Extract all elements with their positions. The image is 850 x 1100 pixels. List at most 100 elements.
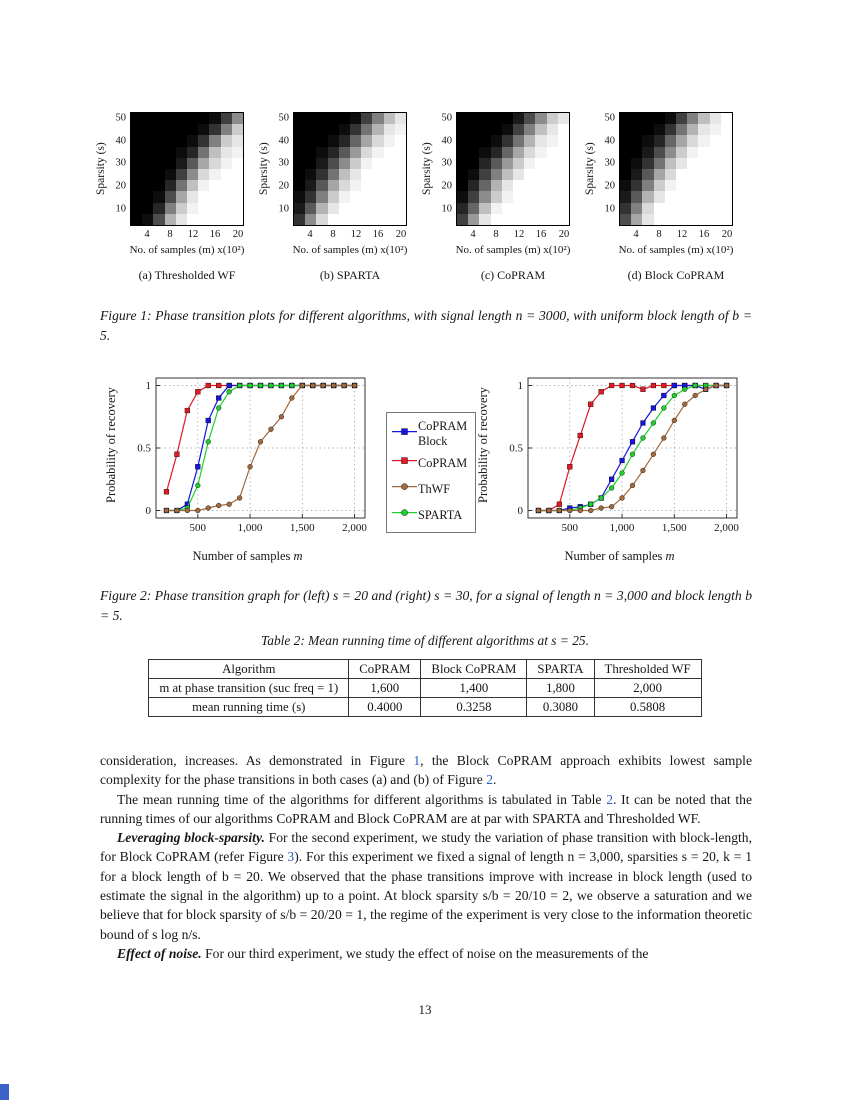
tick-label: 40 xyxy=(278,135,290,146)
heatmap-cell xyxy=(709,202,721,214)
series-marker xyxy=(671,417,677,424)
ref-link[interactable]: 1 xyxy=(413,753,421,768)
heatmap-cell xyxy=(164,213,176,225)
heatmap-cell xyxy=(316,168,328,181)
heatmap-cell xyxy=(231,213,243,225)
series-marker xyxy=(216,502,222,509)
y-axis-label: Sparsity (s) xyxy=(421,142,433,196)
heatmap-cell xyxy=(220,146,232,158)
heatmap-cell xyxy=(305,202,317,214)
heatmap-cell xyxy=(631,113,643,125)
series-marker xyxy=(299,382,305,389)
heatmap-cell xyxy=(327,168,339,181)
heatmap-cell xyxy=(316,202,328,214)
tick-label: 1 xyxy=(146,380,152,392)
heatmap-cell xyxy=(231,180,243,192)
heatmap-cell xyxy=(294,113,306,125)
table-2: Table 2: Mean running time of different … xyxy=(0,633,850,717)
heatmap-cell xyxy=(175,157,187,169)
heatmap-cell xyxy=(457,157,469,169)
heatmap-cell xyxy=(698,135,710,147)
series-marker xyxy=(310,382,316,389)
heatmap-cell xyxy=(316,157,328,169)
heatmap-cell xyxy=(720,157,732,169)
legend-entry: CoPRAM Block xyxy=(391,419,471,448)
heatmap-cell xyxy=(546,124,558,136)
series-marker xyxy=(205,439,211,445)
heatmap-cell xyxy=(294,146,306,158)
heatmap-cell xyxy=(153,191,165,203)
heatmap-cell xyxy=(305,124,317,136)
paragraph: Leveraging block-sparsity. For the secon… xyxy=(100,828,752,944)
x-axis-label: No. of samples (m) x(10²) xyxy=(618,244,734,256)
heatmap-cell xyxy=(664,213,676,225)
heatmap-cell xyxy=(468,157,480,169)
page-corner-mark xyxy=(0,1084,9,1100)
heatmap-cell xyxy=(231,113,243,125)
ref-link[interactable]: 2 xyxy=(486,772,493,788)
heatmap-cell xyxy=(209,113,221,125)
heatmap-cell xyxy=(231,124,243,136)
heatmap-cell xyxy=(198,113,210,125)
tick-label: 1 xyxy=(518,380,524,392)
tick-label: 500 xyxy=(190,522,207,534)
series-marker xyxy=(556,501,562,507)
series-marker xyxy=(629,482,636,489)
text-segment: . It can be noted that the running times… xyxy=(100,791,752,826)
heatmap-cell xyxy=(383,202,395,214)
series-marker xyxy=(598,495,604,501)
tick-label: 12 xyxy=(187,229,199,240)
series-marker xyxy=(713,382,719,389)
heatmap-cell xyxy=(175,113,187,125)
tick-label: 0 xyxy=(518,505,524,517)
tick-label: 1,500 xyxy=(662,522,687,534)
tick-label: 30 xyxy=(278,157,290,169)
heatmap-cell xyxy=(512,168,525,181)
heatmap-cell xyxy=(709,135,721,147)
paragraph: Effect of noise. For our third experimen… xyxy=(100,944,752,963)
legend-label: CoPRAM xyxy=(418,455,468,470)
tick-label: 20 xyxy=(604,180,616,192)
series-marker xyxy=(661,435,667,441)
heatmap-cell xyxy=(642,213,654,225)
tick-label: 10 xyxy=(441,203,453,215)
series-marker xyxy=(268,426,274,432)
heatmap-cell xyxy=(186,191,199,203)
legend-marker xyxy=(391,478,418,500)
heatmap-cell xyxy=(720,213,732,225)
table-row: mean running time (s) 0.4000 0.3258 0.30… xyxy=(148,697,702,717)
heatmap-cell xyxy=(709,191,721,203)
heatmap-cell xyxy=(372,213,384,225)
heatmap-cell xyxy=(546,113,558,125)
heatmap-cell xyxy=(501,135,513,147)
heatmap-cell xyxy=(512,213,525,225)
heatmap-cell xyxy=(720,113,732,125)
x-tick-labels: 4 8 12 16 20 xyxy=(130,229,244,242)
tick-label: 0 xyxy=(146,505,152,517)
heatmap-cell xyxy=(457,180,469,192)
heatmap-cell xyxy=(675,157,688,169)
heatmap-cell xyxy=(142,168,154,181)
tick-label: 4 xyxy=(307,229,313,240)
text-segment: Effect of noise. xyxy=(117,945,202,961)
ref-link[interactable]: 3 xyxy=(287,849,295,865)
tick-label: 50 xyxy=(278,112,290,124)
series-marker xyxy=(650,382,657,389)
heatmap-cell xyxy=(490,124,502,136)
heatmap-cell xyxy=(175,124,187,136)
heatmap-cell xyxy=(383,180,395,192)
heatmap-cell xyxy=(631,202,643,214)
tick-label: 30 xyxy=(604,157,616,169)
heatmap-cell xyxy=(131,157,143,169)
series-marker xyxy=(577,507,583,514)
heatmap-cell xyxy=(535,180,547,192)
series-marker xyxy=(598,505,604,511)
heatmap-cell xyxy=(294,124,306,136)
ref-link[interactable]: 2 xyxy=(606,791,613,807)
tick-label: 50 xyxy=(441,112,453,124)
tick-label: 16 xyxy=(698,229,710,240)
heatmap-cell xyxy=(316,124,328,136)
heatmap-cell xyxy=(175,213,187,225)
series-marker xyxy=(619,457,625,464)
heatmap-cell xyxy=(468,168,480,181)
